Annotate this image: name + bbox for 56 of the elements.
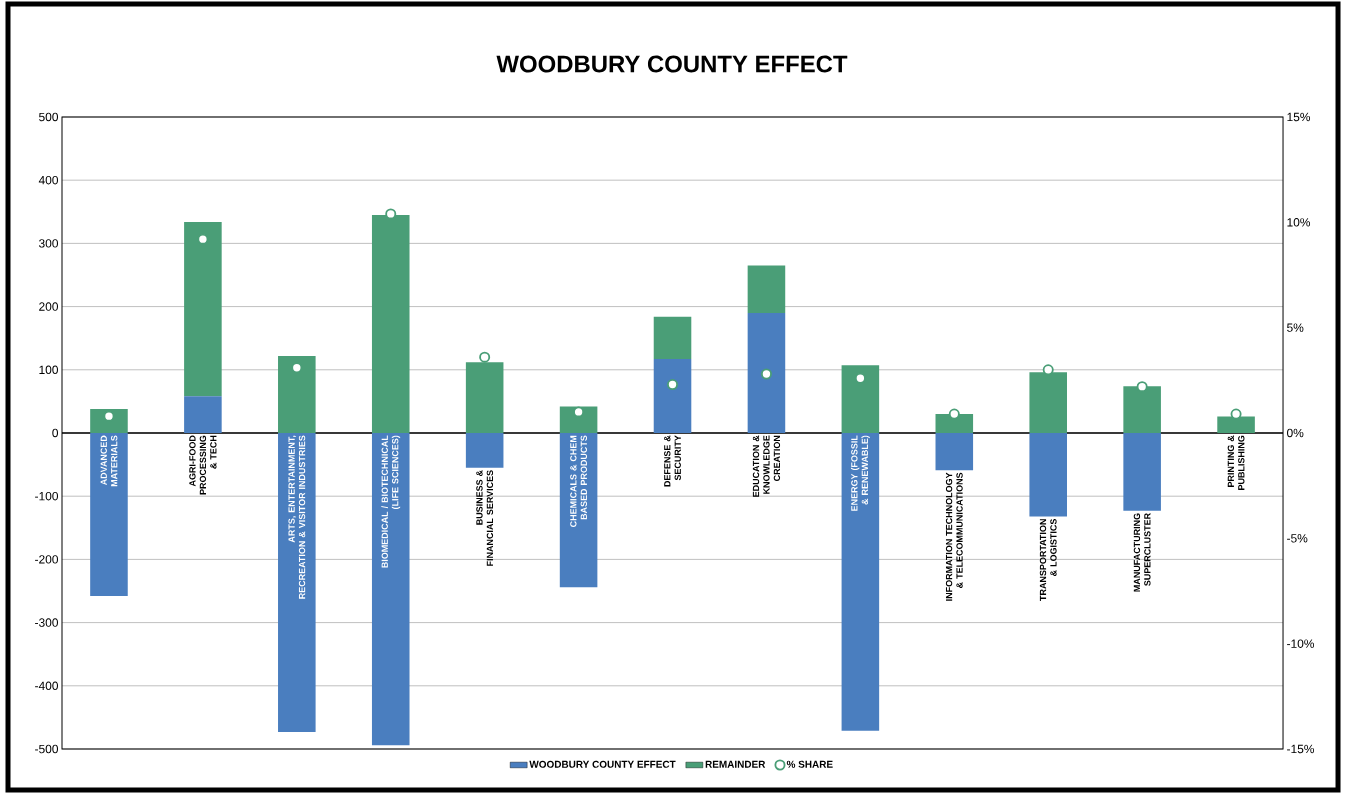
- y-tick-label: 500: [39, 112, 59, 122]
- y-tick-label: -200: [35, 555, 59, 564]
- bar: [278, 432, 316, 732]
- bar: [747, 265, 786, 313]
- y-tick-label: 200: [39, 302, 59, 311]
- point: [760, 368, 772, 380]
- y-tick-label: 100: [39, 365, 59, 375]
- y-tick-label: -400: [35, 681, 59, 691]
- y-tick-label: -100: [35, 491, 59, 501]
- point: [667, 379, 679, 391]
- bar: [841, 432, 880, 731]
- bar: [90, 432, 128, 597]
- x-tick-label: BIOMEDICAL / BIOTECHNICAL (LIFE SCIENCES): [381, 435, 401, 568]
- y2-tick-label: 5%: [1287, 323, 1304, 332]
- x-tick-label: DEFENSE & SECURITY: [664, 435, 681, 487]
- bar: [559, 406, 598, 433]
- x-tick-label: ADVANCED MATERIALS: [100, 435, 118, 487]
- bar: [184, 221, 222, 397]
- y-tick-label: -300: [35, 618, 59, 627]
- y-tick-label: -500: [35, 744, 59, 754]
- y2-tick-label: 10%: [1287, 218, 1311, 227]
- chart-title: WOODBURY COUNTY EFFECT: [496, 55, 848, 73]
- point: [479, 351, 491, 363]
- bar: [747, 312, 786, 433]
- bar: [559, 432, 598, 588]
- x-tick-label: AGRI-FOOD PROCESSING & TECH: [189, 435, 217, 495]
- bar: [184, 396, 222, 433]
- bar: [371, 432, 410, 746]
- x-tick-label: ENERGY (FOSSIL & RENEWABLE): [850, 435, 870, 511]
- y-tick-label: 400: [38, 175, 59, 185]
- x-tick-label: MANUFACTURING SUPERCLUSTER: [1133, 513, 1151, 592]
- legend-label: % SHARE: [786, 760, 833, 768]
- x-tick-label: PRINTING & PUBLISHING: [1227, 435, 1245, 490]
- bar: [1123, 432, 1161, 511]
- y2-tick-label: 0%: [1287, 428, 1304, 438]
- bar: [841, 365, 880, 433]
- bar: [653, 316, 692, 360]
- y2-tick-label: -10%: [1287, 639, 1315, 648]
- x-tick-label: EDUCATION & KNOWLEDGE CREATION: [752, 435, 781, 497]
- bar: [278, 355, 316, 433]
- x-tick-label: CHEMICALS & CHEM BASED PRODUCTS: [570, 435, 587, 527]
- x-tick-label: ARTS, ENTERTAINMENT, RECREATION & VISITOR INDUSTRIES: [288, 435, 306, 599]
- x-tick-label: BUSINESS & FINANCIAL SERVICES: [476, 470, 494, 566]
- bar: [1029, 432, 1067, 517]
- y-tick-label: 0: [52, 428, 59, 438]
- y2-tick-label: 15%: [1287, 112, 1311, 122]
- y2-tick-label: -15%: [1287, 744, 1315, 754]
- bar: [653, 359, 692, 433]
- y-tick-label: 300: [38, 239, 59, 248]
- legend-label: REMAINDER: [705, 760, 766, 768]
- y2-tick-label: -5%: [1287, 534, 1308, 543]
- legend-label: WOODBURY COUNTY EFFECT: [529, 760, 676, 768]
- x-tick-label: TRANSPORTATION & LOGISTICS: [1039, 518, 1057, 601]
- bar: [935, 432, 974, 471]
- x-tick-label: INFORMATION TECHNOLOGY & TELECOMMUNICATIONS: [945, 472, 963, 601]
- bar: [465, 432, 504, 468]
